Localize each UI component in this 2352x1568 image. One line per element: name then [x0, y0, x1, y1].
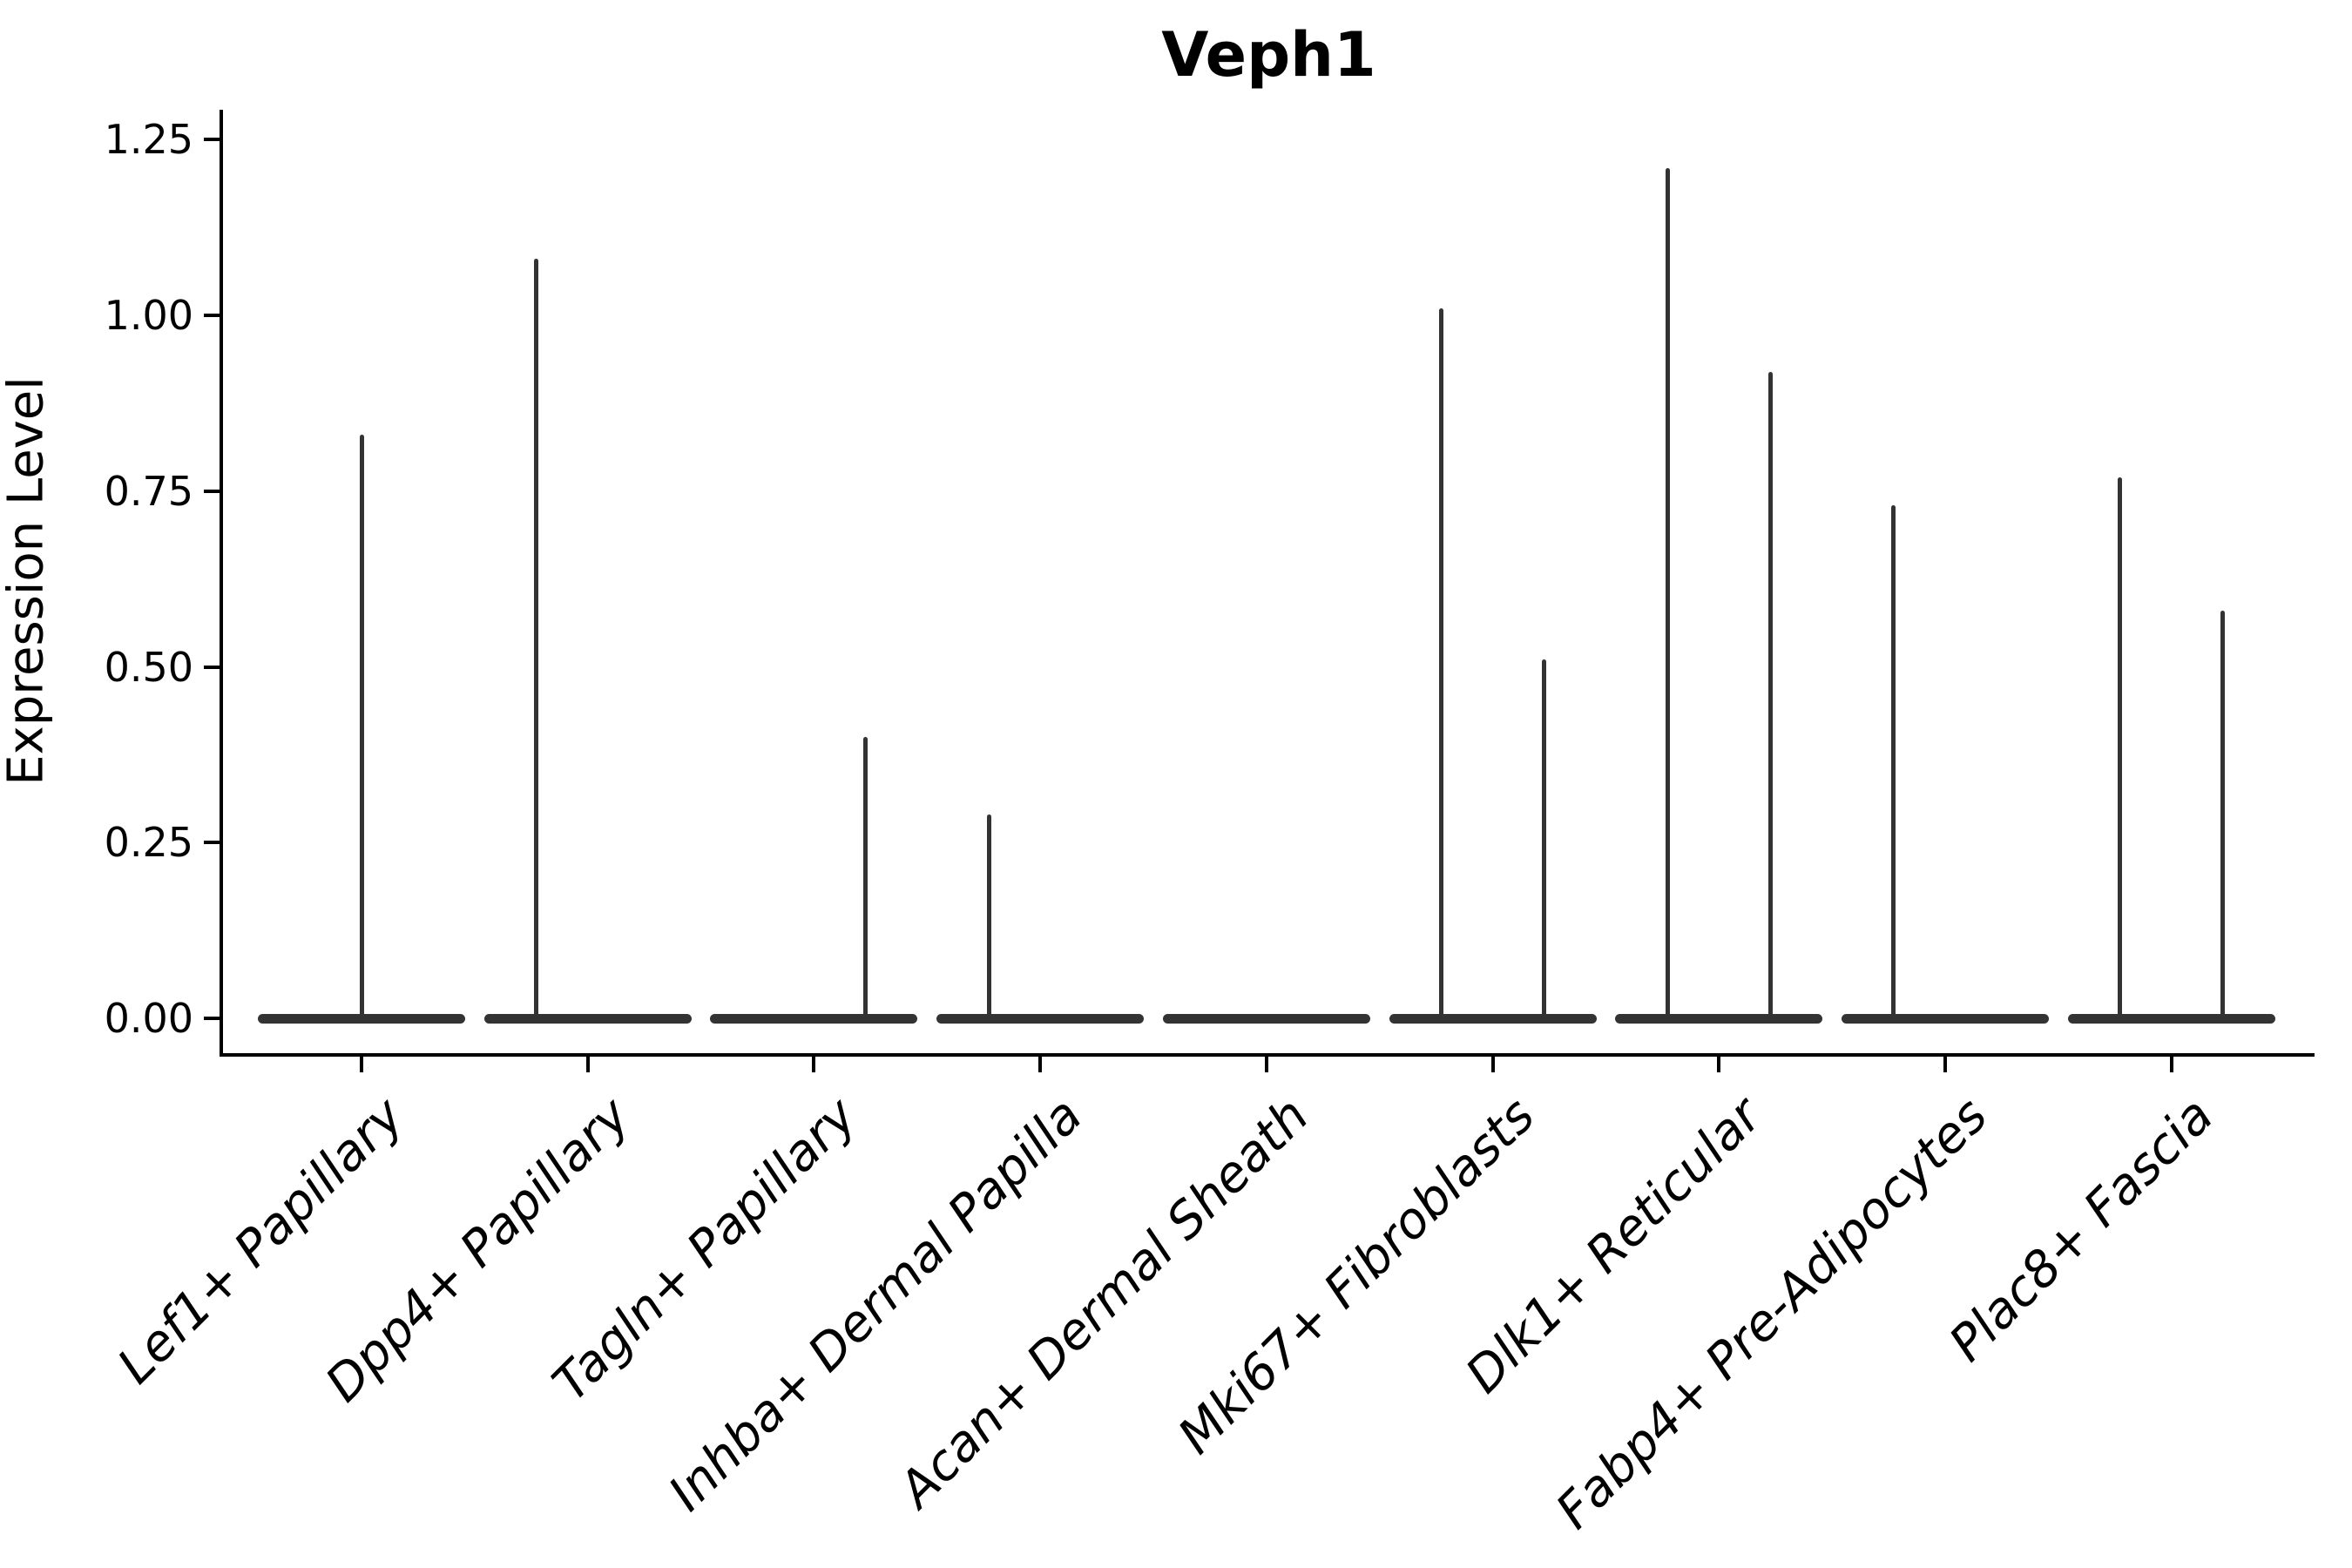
violin-base — [2067, 1013, 2275, 1024]
x-tick-mark — [1038, 1057, 1043, 1072]
x-tick-mark — [812, 1057, 816, 1072]
y-axis-label-text: Expression Level — [0, 376, 55, 786]
y-tick-mark — [204, 841, 220, 845]
violin-spike — [1665, 167, 1670, 1018]
y-tick-mark — [204, 314, 220, 317]
y-tick-mark — [204, 1017, 220, 1020]
y-tick-mark — [204, 665, 220, 669]
x-tick-mark — [585, 1057, 590, 1072]
y-tick-label: 1.00 — [104, 292, 193, 339]
x-tick-label: Acan+ Dermal Sheath — [888, 1086, 1321, 1519]
x-tick-mark — [1717, 1057, 1721, 1072]
violin-base — [1841, 1013, 2049, 1024]
violin-base — [936, 1013, 1145, 1024]
violin-base — [258, 1013, 465, 1024]
violin-base — [483, 1013, 692, 1024]
y-tick-mark — [204, 138, 220, 142]
violin-spike — [1439, 308, 1443, 1018]
x-tick-mark — [1264, 1057, 1268, 1072]
violin-spike — [2118, 476, 2123, 1018]
violin-spike — [359, 435, 364, 1018]
x-tick-mark — [2169, 1057, 2173, 1072]
y-tick-label: 0.25 — [104, 819, 193, 867]
violin-spike — [1767, 371, 1773, 1018]
violin-spike — [862, 737, 868, 1018]
violin-base — [710, 1013, 918, 1024]
violin-base — [1162, 1013, 1370, 1024]
violin-spike — [986, 814, 991, 1018]
x-axis-spine — [220, 1053, 2315, 1057]
violin-spike — [2220, 610, 2226, 1018]
chart-title: Veph1 — [1161, 19, 1376, 91]
violin-base — [1389, 1013, 1597, 1024]
x-tick-mark — [360, 1057, 363, 1072]
violin-spike — [1891, 504, 1896, 1018]
x-tick-label: Inhba+ Dermal Papilla — [658, 1086, 1094, 1523]
y-tick-label: 1.25 — [104, 116, 193, 164]
y-tick-label: 0.50 — [104, 643, 193, 691]
x-tick-mark — [1943, 1057, 1947, 1072]
x-tick-label: Fabp4+ Pre-Adipocytes — [1544, 1086, 1999, 1540]
violin-spike — [1542, 659, 1546, 1018]
violin-spike — [534, 259, 539, 1018]
y-axis-spine — [220, 110, 223, 1057]
violin-base — [1615, 1013, 1823, 1024]
y-tick-label: 0.00 — [104, 995, 193, 1042]
x-tick-mark — [1490, 1057, 1495, 1072]
y-tick-label: 0.75 — [104, 467, 193, 515]
y-tick-mark — [204, 489, 220, 493]
